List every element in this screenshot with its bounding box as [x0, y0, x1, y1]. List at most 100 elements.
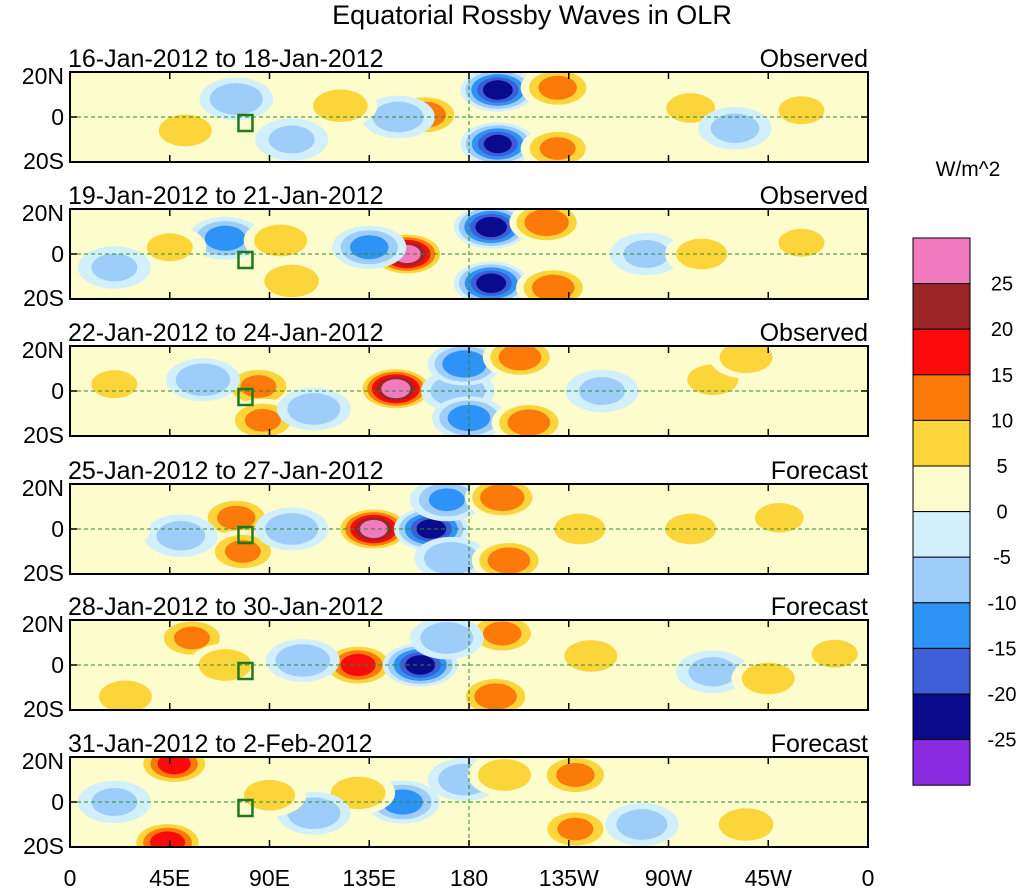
panel-kind: Forecast	[771, 457, 868, 485]
contour-level	[719, 346, 773, 374]
contour-level	[91, 370, 138, 399]
colorbar-swatch	[912, 556, 971, 604]
anomaly-field	[77, 346, 783, 436]
anomaly-blob	[731, 657, 806, 700]
contour-level	[476, 273, 507, 293]
contour-level	[158, 114, 212, 147]
anomaly-blob	[491, 400, 567, 436]
colorbar: W/m^2 25 20 15 10 5 0 -5 -10 -15 -20 -25	[912, 158, 1017, 786]
chart-title: Equatorial Rossby Waves in OLR	[332, 0, 732, 30]
contour-level	[811, 639, 858, 668]
anomaly-blob	[698, 106, 772, 150]
colorbar-label: -25	[988, 730, 1017, 752]
anomaly-blob	[409, 484, 484, 522]
contour-level	[175, 363, 231, 397]
contour-level	[217, 505, 256, 530]
y-tick-label: 20N	[22, 748, 64, 774]
panel-kind: Forecast	[771, 593, 868, 621]
anomaly-blob	[414, 536, 489, 574]
colorbar-units: W/m^2	[936, 158, 1001, 181]
anomaly-blob	[471, 538, 547, 574]
contour-level	[416, 519, 447, 539]
x-tick-label: 180	[450, 865, 488, 890]
panel-date-range: 28-Jan-2012 to 30-Jan-2012	[68, 593, 384, 621]
anomaly-blob	[254, 259, 329, 299]
colorbar-swatch	[912, 739, 971, 786]
contour-level	[778, 96, 825, 125]
anomaly-blob	[303, 84, 378, 128]
y-tick-label: 0	[51, 378, 64, 404]
panel-4: 20N 0 20S 25-Jan-2012 to 27-Jan-2012 Forecas…	[22, 457, 869, 586]
contour-level	[538, 75, 577, 100]
contour-level	[474, 683, 517, 710]
panels: 20N 0 20S 16-Jan-2012 to 18-Jan-2012 Observe…	[22, 45, 869, 859]
contour-level	[524, 209, 569, 237]
anomaly-blob	[453, 209, 529, 249]
panel-1: 20N 0 20S 16-Jan-2012 to 18-Jan-2012 Observe…	[22, 45, 869, 174]
anomaly-blob	[798, 632, 868, 675]
x-tick-label: 135W	[539, 865, 599, 890]
anomaly-blob	[77, 363, 151, 406]
anomaly-blob	[243, 219, 318, 262]
contour-level	[688, 657, 738, 687]
x-axis: 0 45E 90E 135E 180 135W 90W 45W 0	[64, 865, 875, 890]
panel-kind: Observed	[760, 45, 868, 73]
colorbar-swatch	[912, 647, 971, 695]
contour-level	[554, 513, 606, 545]
anomaly-blob	[144, 514, 218, 558]
anomaly-blob	[255, 118, 329, 161]
reference-box	[237, 661, 254, 681]
anomaly-blob	[482, 346, 558, 379]
contour-level	[254, 224, 308, 257]
colorbar-swatch	[912, 693, 971, 741]
anomaly-blob	[460, 122, 536, 162]
anomaly-blob	[543, 507, 617, 551]
contour-level	[372, 101, 424, 133]
y-tick-label: 20S	[23, 422, 64, 448]
anomaly-field	[78, 72, 838, 162]
anomaly-blob	[188, 216, 263, 260]
contour-level	[498, 346, 542, 371]
anomaly-blob	[520, 72, 595, 110]
anomaly-blob	[166, 358, 240, 402]
y-tick-label: 0	[51, 516, 64, 542]
contour-level	[482, 80, 513, 100]
contour-level	[778, 228, 825, 257]
y-tick-label: 20S	[23, 833, 64, 859]
anomaly-blob	[148, 109, 223, 152]
contour-level	[718, 808, 774, 841]
contour-level	[556, 763, 595, 787]
anomaly-blob	[765, 89, 838, 132]
colorbar-swatch	[912, 328, 971, 376]
contour-level	[741, 662, 795, 695]
x-tick-label: 45W	[745, 865, 793, 890]
contour-level	[420, 622, 474, 654]
contour-level	[264, 264, 319, 298]
y-tick-label: 0	[51, 652, 64, 678]
contour-level	[204, 225, 246, 251]
contour-level	[209, 83, 263, 115]
anomaly-blob	[221, 365, 296, 408]
contour-level	[157, 757, 191, 775]
contour-level	[268, 125, 315, 154]
anomaly-blob	[467, 757, 542, 797]
anomaly-blob	[742, 496, 816, 540]
panel-date-range: 25-Jan-2012 to 27-Jan-2012	[68, 457, 384, 485]
contour-level	[244, 779, 295, 811]
anomaly-blob	[676, 650, 750, 694]
colorbar-swatch	[912, 465, 971, 513]
contour-level	[539, 137, 576, 160]
anomaly-blob	[458, 674, 533, 710]
panel-5: 20N 0 20S 28-Jan-2012 to 30-Jan-2012 Forecas…	[22, 593, 869, 722]
contour-level	[475, 216, 507, 238]
reference-box	[237, 798, 254, 818]
anomaly-blob	[605, 803, 679, 846]
colorbar-label: 20	[991, 319, 1013, 341]
anomaly-field	[78, 484, 816, 574]
anomaly-blob	[265, 639, 340, 682]
contour-level	[275, 644, 331, 677]
contour-level	[224, 540, 261, 563]
anomaly-blob	[653, 507, 728, 551]
contour-level	[483, 134, 512, 154]
reference-box	[237, 525, 254, 545]
